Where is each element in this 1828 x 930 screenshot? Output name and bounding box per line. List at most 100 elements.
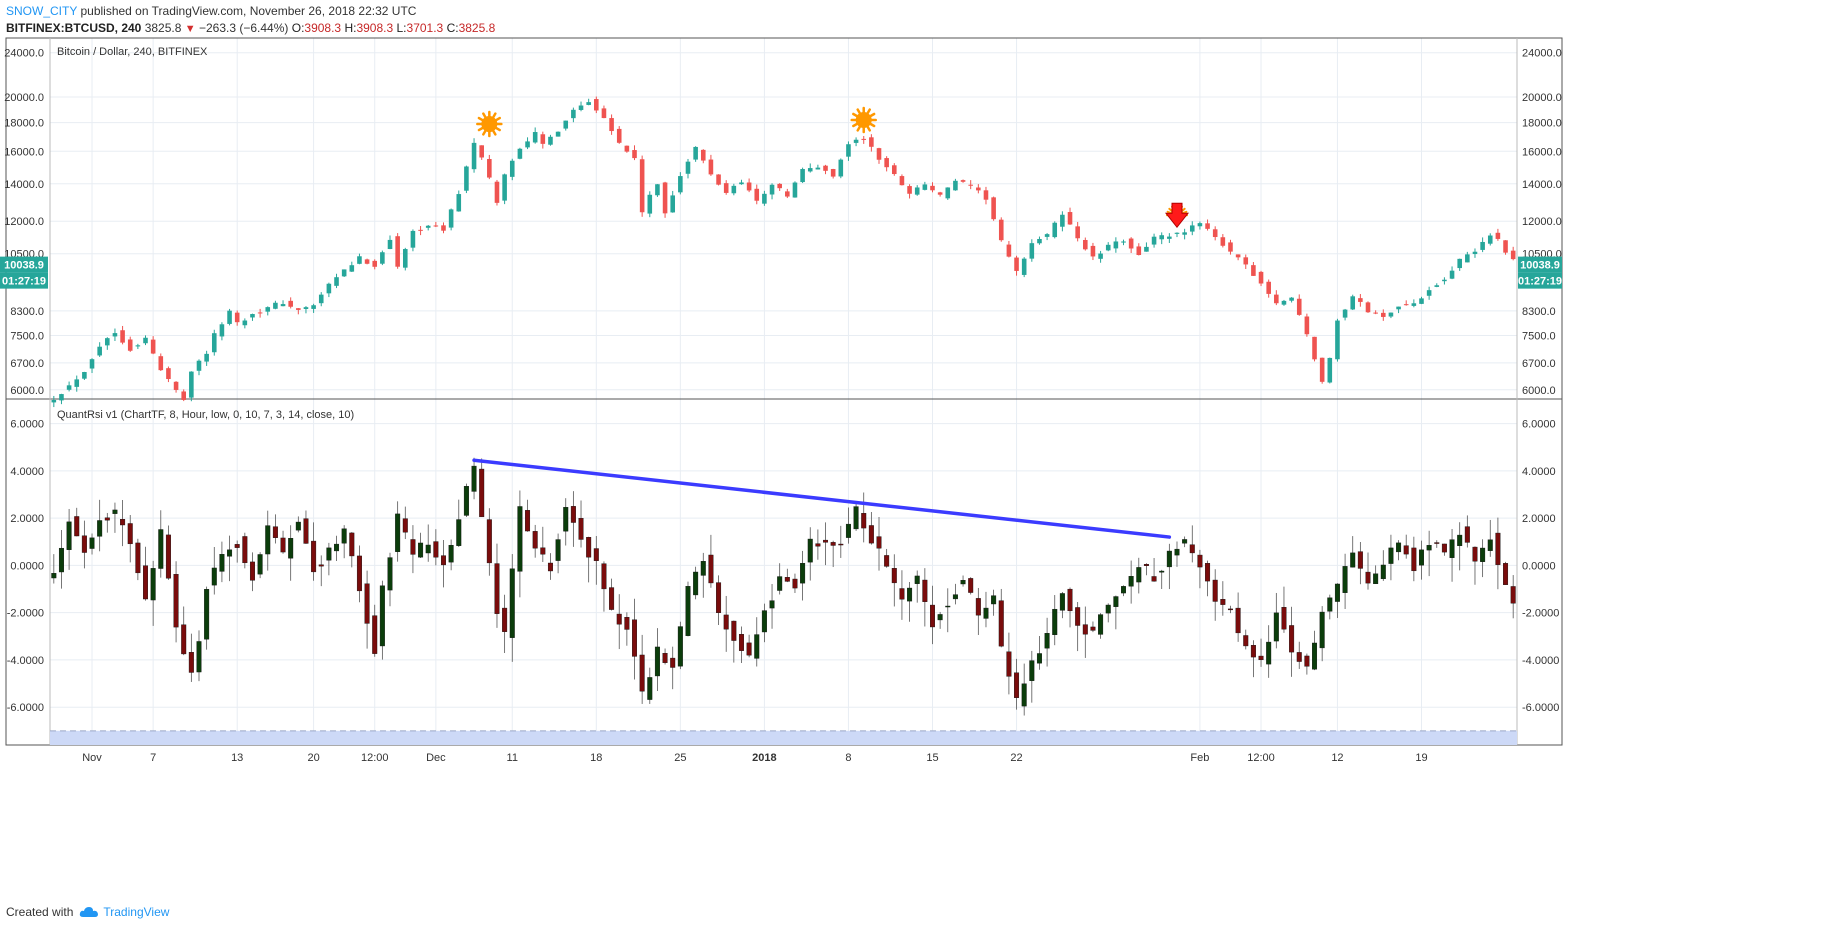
price-candle xyxy=(1304,316,1310,335)
countdown-tag-left xyxy=(0,272,48,289)
sun-marker-icon[interactable] xyxy=(850,106,877,134)
rsi-tick-left: 4.0000 xyxy=(10,466,44,478)
x-tick-label: Nov xyxy=(82,752,102,764)
grid xyxy=(50,38,1517,745)
rsi-tick-left: -6.0000 xyxy=(7,702,44,714)
price-candle xyxy=(960,180,966,182)
rsi-candle xyxy=(922,579,928,602)
price-candle xyxy=(318,294,324,304)
price-candle xyxy=(181,391,187,400)
rsi-candle xyxy=(58,547,64,573)
rsi-tick-right: 4.0000 xyxy=(1522,466,1556,478)
rsi-candle xyxy=(242,536,248,564)
rsi-candle xyxy=(685,586,691,636)
price-candle xyxy=(51,399,57,403)
rsi-candle xyxy=(1098,614,1104,635)
rsi-candle xyxy=(654,646,660,677)
price-candle xyxy=(548,136,553,145)
price-candle xyxy=(624,145,630,152)
author-link[interactable]: SNOW_CITY xyxy=(6,4,78,18)
price-candle xyxy=(311,305,316,309)
x-tick-label: 7 xyxy=(150,752,156,764)
rsi-candle xyxy=(1121,586,1126,594)
price-candle xyxy=(823,165,828,171)
price-pane-title: Bitcoin / Dollar, 240, BITFINEX xyxy=(57,46,208,58)
publish-info: published on TradingView.com, November 2… xyxy=(80,4,417,18)
price-candle xyxy=(166,368,171,380)
rsi-tick-left: 2.0000 xyxy=(10,513,44,525)
price-candle xyxy=(716,174,721,185)
rsi-candle xyxy=(395,513,401,552)
rsi-candle xyxy=(1075,607,1081,626)
price-candle xyxy=(1396,306,1401,310)
tradingview-logo[interactable]: TradingView xyxy=(79,905,169,919)
rsi-candle xyxy=(196,641,202,673)
down-arrow-marker-icon[interactable] xyxy=(1164,202,1190,229)
rsi-candle xyxy=(1495,532,1501,565)
price-candle xyxy=(1037,238,1042,244)
price-candle xyxy=(59,394,64,401)
price-candle xyxy=(341,269,347,277)
price-candle xyxy=(204,353,209,362)
price-candle xyxy=(1067,212,1073,225)
rsi-candle xyxy=(868,525,874,544)
price-candle xyxy=(112,333,118,337)
rsi-candle xyxy=(1136,567,1142,583)
rsi-candle xyxy=(418,542,424,558)
price-candle xyxy=(1235,254,1241,258)
x-tick-label: 11 xyxy=(507,752,518,764)
price-candle xyxy=(1465,254,1470,263)
price-candle xyxy=(1327,357,1333,383)
price-candle xyxy=(1281,300,1287,305)
rsi-candle xyxy=(1350,552,1356,568)
price-tick-right: 16000.0 xyxy=(1522,146,1562,158)
price-candle xyxy=(487,159,492,178)
rsi-candle xyxy=(1480,547,1486,562)
x-tick-label: 18 xyxy=(590,752,602,764)
rsi-candle xyxy=(1197,554,1203,568)
tradingview-brand: TradingView xyxy=(103,905,170,919)
rsi-candle xyxy=(914,575,920,584)
rsi-candle xyxy=(891,568,897,584)
rsi-candle xyxy=(1166,550,1172,568)
price-candle xyxy=(425,225,431,228)
rsi-candle xyxy=(1014,672,1020,698)
rsi-candle xyxy=(761,610,767,633)
price-candle xyxy=(540,134,546,144)
rsi-tick-left: -2.0000 xyxy=(7,608,44,620)
price-tick-left: 24000.0 xyxy=(4,48,44,60)
price-candle xyxy=(685,161,691,174)
price-candle xyxy=(326,283,332,294)
sun-marker-icon[interactable] xyxy=(476,110,503,138)
rsi-candle xyxy=(356,555,362,592)
price-tick-right: 18000.0 xyxy=(1522,118,1562,130)
price-candle xyxy=(594,99,599,111)
rsi-tick-right: -6.0000 xyxy=(1522,702,1559,714)
rsi-candle xyxy=(471,465,477,492)
rsi-candle xyxy=(494,563,500,614)
price-candle xyxy=(899,176,905,186)
rsi-candle xyxy=(341,528,347,544)
symbol-line: BITFINEX:BTCUSD, 240 3825.8 ▼ −263.3 (−6… xyxy=(6,21,495,36)
rsi-candle xyxy=(983,607,989,619)
rsi-candle xyxy=(746,642,752,656)
price-candle xyxy=(1228,242,1233,252)
rsi-candle xyxy=(349,532,355,557)
rsi-candle xyxy=(1105,604,1111,614)
price-candle xyxy=(777,183,782,189)
rsi-candle xyxy=(311,540,317,573)
rsi-candle xyxy=(326,547,332,561)
price-candle xyxy=(769,184,775,195)
rsi-candle xyxy=(563,507,569,532)
rsi-candle xyxy=(1052,608,1058,636)
x-tick-label: 13 xyxy=(231,752,243,764)
price-candle xyxy=(937,192,943,195)
divergence-trendline[interactable] xyxy=(472,458,1172,539)
price-candle xyxy=(632,150,637,159)
rsi-candle xyxy=(120,518,126,526)
high-key: H: xyxy=(344,21,357,35)
rsi-candle xyxy=(234,544,240,548)
footer: Created with TradingView xyxy=(6,905,169,919)
price-candle xyxy=(1472,251,1478,255)
